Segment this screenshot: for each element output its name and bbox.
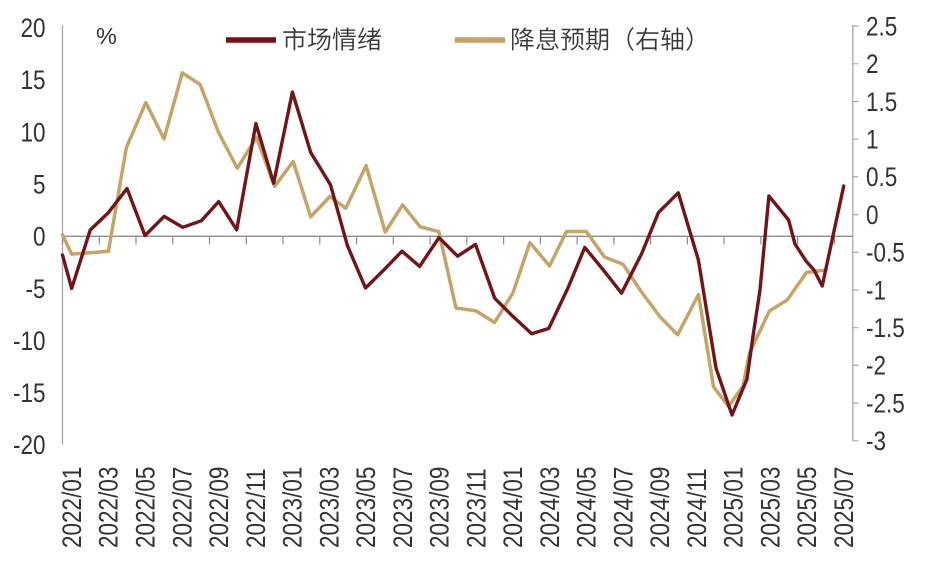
svg-text:-5: -5 [25,275,45,304]
svg-text:2022/03: 2022/03 [95,467,124,548]
svg-text:-20: -20 [13,432,46,461]
svg-text:1.5: 1.5 [866,88,897,117]
svg-text:1: 1 [866,126,879,155]
svg-text:-1.5: -1.5 [866,314,905,343]
svg-text:-1: -1 [866,277,886,306]
svg-text:2022/09: 2022/09 [205,467,234,548]
svg-text:2024/03: 2024/03 [536,467,565,548]
svg-text:2022/01: 2022/01 [58,467,87,548]
svg-text:20: 20 [20,14,45,43]
svg-text:10: 10 [20,119,45,148]
svg-text:0: 0 [866,201,879,230]
svg-text:2: 2 [866,50,879,79]
svg-text:2023/11: 2023/11 [463,468,492,548]
svg-text:2023/09: 2023/09 [426,467,455,548]
svg-text:2025/01: 2025/01 [720,467,749,548]
svg-text:-0.5: -0.5 [866,239,905,268]
svg-text:2025/07: 2025/07 [830,467,859,548]
svg-text:-2: -2 [866,352,886,381]
svg-text:5: 5 [33,171,46,200]
svg-text:-2.5: -2.5 [866,390,905,419]
svg-text:2023/01: 2023/01 [279,467,308,548]
svg-text:2024/11: 2024/11 [683,468,712,548]
svg-text:2025/05: 2025/05 [794,467,823,548]
svg-text:%: % [96,23,117,49]
svg-text:2023/05: 2023/05 [352,467,381,548]
svg-text:0: 0 [33,223,46,252]
svg-text:15: 15 [20,67,45,96]
svg-text:2024/07: 2024/07 [610,467,639,548]
svg-text:-15: -15 [13,379,46,408]
svg-text:-10: -10 [13,327,46,356]
svg-text:2.5: 2.5 [866,13,897,42]
svg-text:2023/03: 2023/03 [316,467,345,548]
svg-text:2024/09: 2024/09 [646,467,675,548]
svg-text:2022/11: 2022/11 [242,468,271,548]
svg-text:2022/05: 2022/05 [132,467,161,548]
svg-text:0.5: 0.5 [866,164,897,193]
svg-text:-3: -3 [866,427,886,456]
svg-text:2025/03: 2025/03 [757,467,786,548]
svg-text:2024/05: 2024/05 [573,467,602,548]
svg-text:2023/07: 2023/07 [389,467,418,548]
svg-text:2024/01: 2024/01 [499,467,528,548]
svg-text:2022/07: 2022/07 [169,467,198,548]
